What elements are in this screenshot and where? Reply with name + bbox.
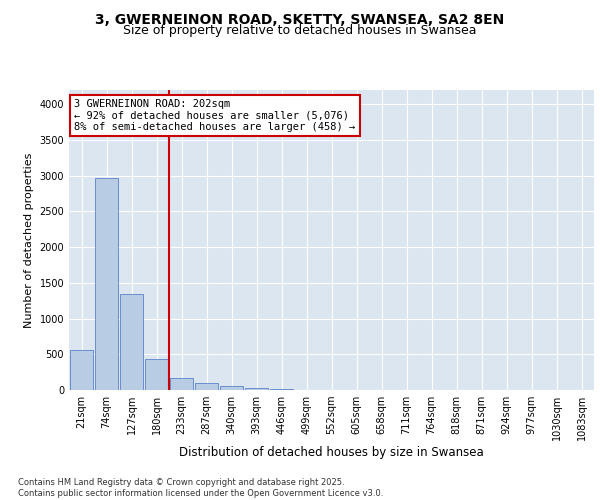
Text: Size of property relative to detached houses in Swansea: Size of property relative to detached ho… — [123, 24, 477, 37]
Text: 3 GWERNEINON ROAD: 202sqm
← 92% of detached houses are smaller (5,076)
8% of sem: 3 GWERNEINON ROAD: 202sqm ← 92% of detac… — [74, 99, 355, 132]
Bar — [95, 178, 118, 390]
Text: Contains HM Land Registry data © Crown copyright and database right 2025.
Contai: Contains HM Land Registry data © Crown c… — [18, 478, 383, 498]
Bar — [120, 294, 143, 390]
Bar — [145, 360, 168, 390]
Y-axis label: Number of detached properties: Number of detached properties — [24, 152, 34, 328]
Bar — [270, 389, 293, 390]
Text: 3, GWERNEINON ROAD, SKETTY, SWANSEA, SA2 8EN: 3, GWERNEINON ROAD, SKETTY, SWANSEA, SA2… — [95, 12, 505, 26]
X-axis label: Distribution of detached houses by size in Swansea: Distribution of detached houses by size … — [179, 446, 484, 458]
Bar — [70, 350, 93, 390]
Bar — [245, 388, 268, 390]
Bar — [220, 386, 243, 390]
Bar — [195, 383, 218, 390]
Bar — [170, 378, 193, 390]
